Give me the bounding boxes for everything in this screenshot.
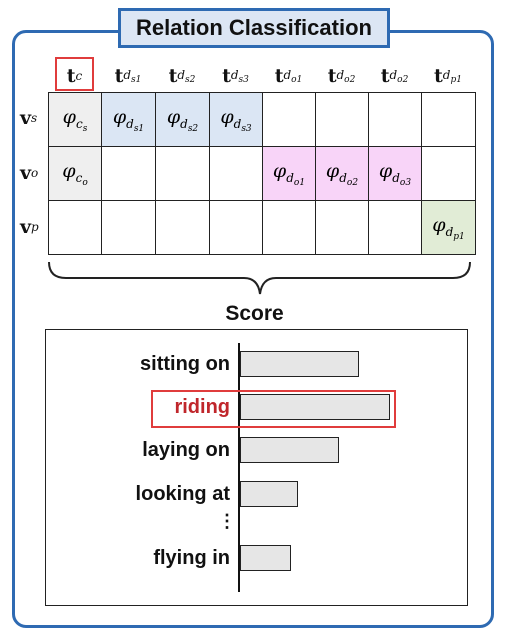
score-bar	[240, 437, 339, 463]
column-header-tds3: t ds3	[222, 65, 249, 87]
phi-symbol: φdo3	[378, 159, 412, 188]
phi-symbol: φdo2	[325, 159, 359, 188]
curly-brace	[48, 261, 471, 295]
column-header-tdo1: t do1	[274, 65, 303, 87]
grid-row-vp: φdp1	[48, 200, 476, 255]
column-header-tds2: t ds2	[168, 65, 196, 87]
score-bar	[240, 481, 298, 507]
score-title: Score	[225, 302, 284, 325]
column-header-tds1: t ds1	[114, 65, 142, 87]
grid-cell-phi: φds1	[101, 92, 156, 147]
phi-symbol: φdp1	[432, 213, 465, 242]
phi-symbol: φds1	[112, 105, 145, 134]
ellipsis-vertical: ⋮	[218, 511, 236, 531]
grid-cell-empty	[421, 146, 476, 201]
diagram-title-text: Relation Classification	[136, 15, 372, 40]
grid-cell-empty	[262, 92, 316, 147]
column-header-tdp1: t dp1	[434, 65, 462, 87]
grid-cell-empty	[368, 200, 422, 255]
grid-cell-empty	[209, 200, 263, 255]
grid-cell-empty	[155, 146, 210, 201]
diagram-title: Relation Classification	[118, 8, 390, 48]
grid-cell-phi: φco	[48, 146, 102, 201]
score-label: looking at	[135, 483, 230, 505]
grid-cell-phi: φds3	[209, 92, 263, 147]
grid-cell-phi: φds2	[155, 92, 210, 147]
column-header-tdo2b: t do2	[380, 65, 409, 87]
grid-cell-phi: φcs	[48, 92, 102, 147]
tc-highlight-box	[55, 57, 94, 91]
column-header-tdo2a: t do2	[327, 65, 356, 87]
grid-cell-empty	[315, 200, 369, 255]
phi-symbol: φds3	[220, 105, 252, 134]
grid-cell-phi: φdp1	[421, 200, 476, 255]
grid-cell-empty	[209, 146, 263, 201]
score-label: laying on	[142, 439, 230, 461]
score-axis	[238, 343, 240, 592]
grid-cell-phi: φdo1	[262, 146, 316, 201]
grid-cell-empty	[101, 200, 156, 255]
score-bar	[240, 394, 390, 420]
score-bar	[240, 545, 291, 571]
grid-cell-phi: φdo3	[368, 146, 422, 201]
score-label: riding	[174, 396, 230, 418]
grid-cell-empty	[421, 92, 476, 147]
score-label: flying in	[153, 547, 230, 569]
grid-row-vs: φcs φds1 φds2 φds3	[48, 92, 476, 147]
phi-symbol: φds2	[166, 105, 199, 134]
grid-cell-phi: φdo2	[315, 146, 369, 201]
phi-symbol: φcs	[62, 105, 88, 134]
grid-cell-empty	[48, 200, 102, 255]
riding-highlight-box	[151, 390, 396, 428]
grid-cell-empty	[155, 200, 210, 255]
score-bar	[240, 351, 359, 377]
score-grid: φcs φds1 φds2 φds3 φco φdo1 φdo2 φdo3 φdp1	[48, 92, 476, 255]
grid-cell-empty	[315, 92, 369, 147]
grid-cell-empty	[368, 92, 422, 147]
phi-symbol: φdo1	[272, 159, 306, 188]
grid-cell-empty	[262, 200, 316, 255]
grid-row-vo: φco φdo1 φdo2 φdo3	[48, 146, 476, 201]
grid-cell-empty	[101, 146, 156, 201]
score-label: sitting on	[140, 353, 230, 375]
score-panel	[45, 329, 468, 606]
phi-symbol: φco	[62, 159, 88, 188]
